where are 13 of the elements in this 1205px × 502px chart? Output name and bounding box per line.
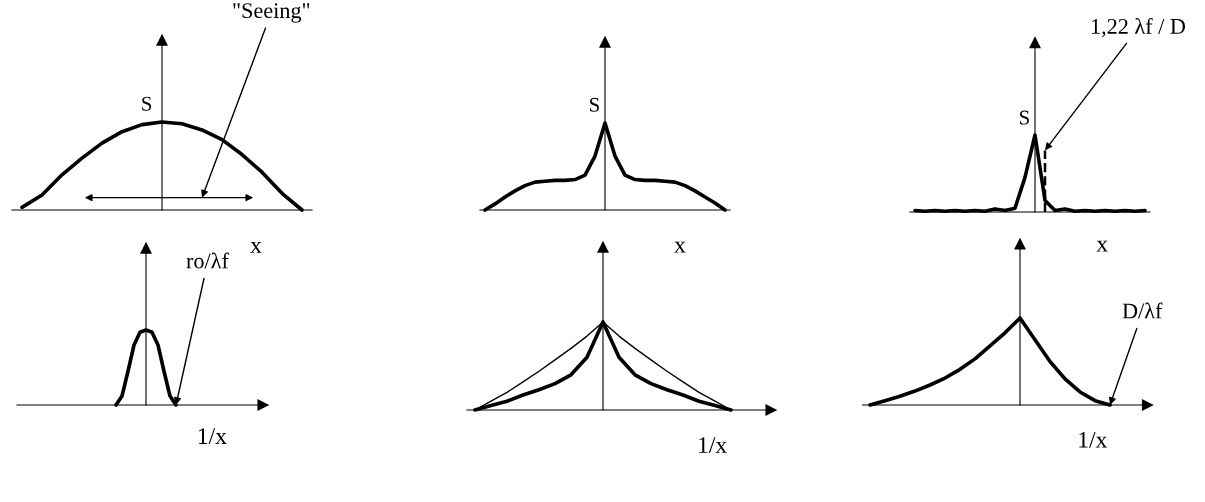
- x-axis-title: 1/x: [1079, 431, 1108, 448]
- y-axis-title: S: [1020, 110, 1029, 125]
- x-axis-title: 1/x: [699, 437, 727, 454]
- x-axis-title: x: [250, 241, 262, 253]
- x-axis-title: x: [1096, 240, 1108, 252]
- x-axis-title: 1/x: [198, 428, 227, 445]
- text: "Seeing": [233, 3, 310, 23]
- text: ro/λf: [186, 252, 229, 269]
- x-axis-title: x: [674, 241, 686, 253]
- annotation: D/λf: [1122, 302, 1163, 319]
- text: 1,22 λf / D: [1091, 18, 1186, 38]
- y-axis-title: S: [142, 96, 152, 111]
- y-axis-title: S: [590, 97, 599, 112]
